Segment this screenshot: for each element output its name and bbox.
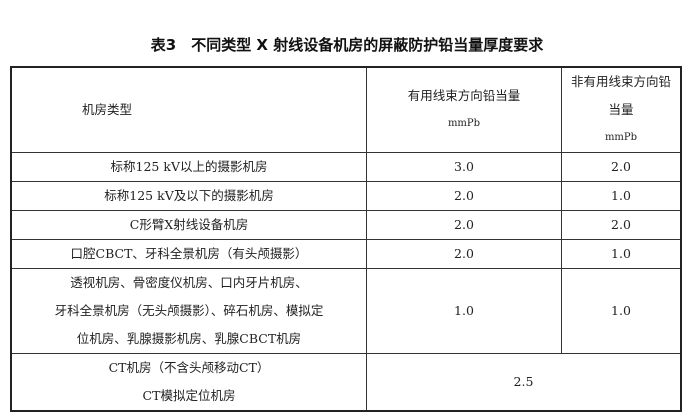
room-type-line: CT模拟定位机房 (142, 388, 236, 403)
header-useful-beam: 有用线束方向铅当量 mmPb (366, 66, 562, 153)
table-row: CT机房（不含头颅移动CT） CT模拟定位机房 2.5 (10, 353, 682, 412)
nonuseful-value: 1.0 (561, 268, 682, 354)
room-type-line: 位机房、乳腺摄影机房、乳腺CBCT机房 (76, 331, 302, 346)
merged-value: 2.5 (366, 353, 682, 412)
table-row: 口腔CBCT、牙科全景机房（有头颅摄影） 2.0 1.0 (10, 239, 682, 269)
nonuseful-value: 2.0 (561, 210, 682, 240)
nonuseful-value: 1.0 (561, 181, 682, 211)
room-type-line: 透视机房、骨密度仪机房、口内牙片机房、 (70, 275, 308, 290)
nonuseful-value: 1.0 (561, 239, 682, 269)
table-row: C形臂X射线设备机房 2.0 2.0 (10, 210, 682, 240)
useful-value: 3.0 (366, 152, 562, 182)
useful-value: 2.0 (366, 239, 562, 269)
room-type-line: 牙科全景机房（无头颅摄影）、碎石机房、模拟定 (54, 303, 324, 318)
room-type: 标称125 kV及以下的摄影机房 (10, 181, 367, 211)
room-type: C形臂X射线设备机房 (10, 210, 367, 240)
table-row: 标称125 kV以上的摄影机房 3.0 2.0 (10, 152, 682, 182)
header-unit: mmPb (604, 132, 638, 143)
useful-value: 2.0 (366, 210, 562, 240)
table-row: 标称125 kV及以下的摄影机房 2.0 1.0 (10, 181, 682, 211)
header-unit: mmPb (447, 118, 481, 129)
header-nonuseful-beam: 非有用线束方向铅当量 mmPb (561, 66, 682, 153)
room-type: 透视机房、骨密度仪机房、口内牙片机房、牙科全景机房（无头颅摄影）、碎石机房、模拟… (10, 268, 367, 354)
header-room-type: 机房类型 (10, 66, 367, 153)
nonuseful-value: 2.0 (561, 152, 682, 182)
room-type: CT机房（不含头颅移动CT） CT模拟定位机房 (10, 353, 367, 412)
room-type-line: CT机房（不含头颅移动CT） (108, 360, 270, 375)
useful-value: 2.0 (366, 181, 562, 211)
room-type: 标称125 kV以上的摄影机房 (10, 152, 367, 182)
useful-value: 1.0 (366, 268, 562, 354)
table-row: 透视机房、骨密度仪机房、口内牙片机房、牙科全景机房（无头颅摄影）、碎石机房、模拟… (10, 268, 682, 354)
room-type: 口腔CBCT、牙科全景机房（有头颅摄影） (10, 239, 367, 269)
header-useful-label: 有用线束方向铅当量 (407, 88, 521, 103)
header-row: 机房类型 有用线束方向铅当量 mmPb 非有用线束方向铅当量 mmPb (10, 66, 682, 153)
header-nonuseful-label: 非有用线束方向铅当量 (570, 74, 671, 117)
table-title: 表3 不同类型 X 射线设备机房的屏蔽防护铅当量厚度要求 (150, 36, 544, 54)
shielding-table: 机房类型 有用线束方向铅当量 mmPb 非有用线束方向铅当量 mmPb 标称125 … (10, 66, 682, 412)
